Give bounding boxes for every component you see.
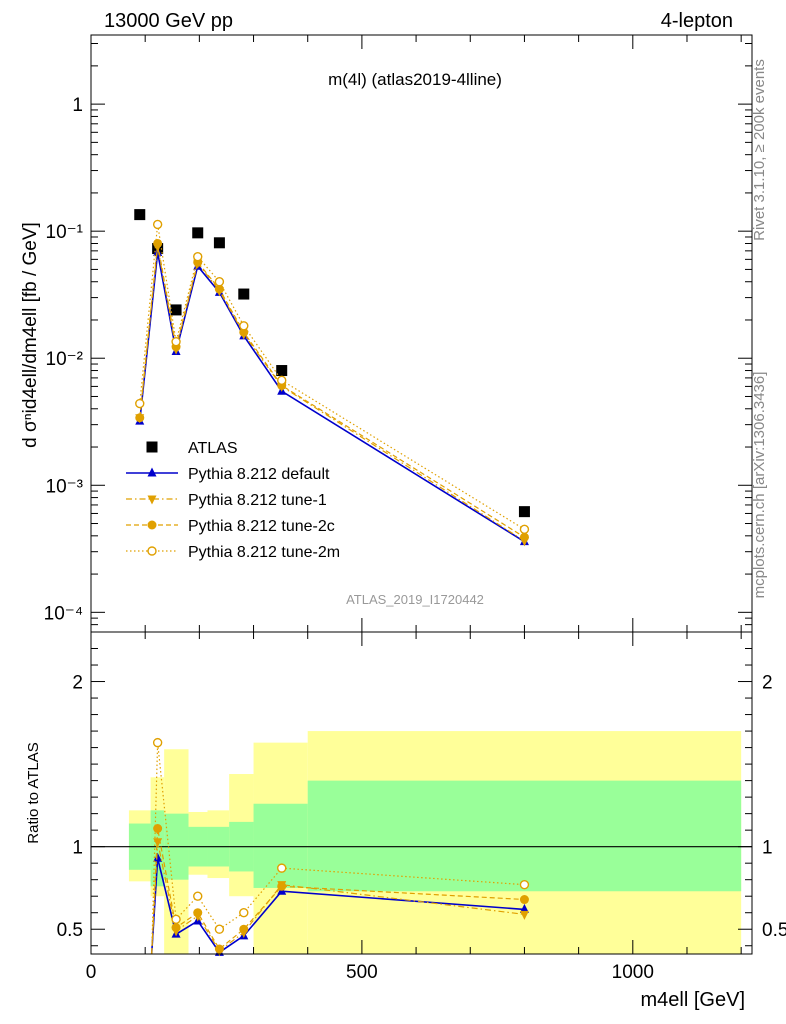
header-right: 4-lepton — [661, 10, 733, 32]
ratio-band-stat — [307, 780, 742, 892]
main-y-tick-label: 1 — [72, 95, 83, 116]
legend: ATLAS Pythia 8.212 default Pythia 8.212 tu… — [126, 440, 340, 561]
main-panel: 10⁻⁴ 10⁻³ 10⁻² 10⁻¹ 1 m(4l) (atlas2019-4llin… — [20, 34, 753, 633]
ratio-frame — [90, 631, 753, 955]
main-data-point — [134, 209, 146, 221]
main-title: m(4l) (atlas2019-4lline) — [328, 70, 502, 89]
ratio-data-point — [153, 852, 163, 862]
ratio-data-point — [214, 944, 224, 954]
main-data-point — [239, 327, 249, 337]
ratio-series-line — [151, 841, 525, 955]
main-data-point — [276, 365, 288, 377]
main-ylabel: d σⁿid4ell/dm4ell [fb / GeV] — [20, 222, 41, 448]
main-y-tick-label: 10⁻¹ — [46, 222, 84, 243]
main-data-point — [192, 227, 204, 239]
ratio-y-tick-label-left: 2 — [72, 673, 83, 694]
main-data-point — [135, 413, 145, 423]
ratio-ylabel: Ratio to ATLAS — [25, 742, 42, 843]
ratio-series-line — [151, 828, 525, 955]
ratio-data-point — [519, 903, 529, 913]
legend-marker — [147, 495, 157, 505]
main-data-point — [193, 251, 203, 262]
ratio-data-point — [171, 914, 181, 925]
main-data-point — [170, 304, 182, 316]
ratio-data-point — [277, 881, 287, 891]
main-data-point — [277, 375, 287, 386]
ratio-data-point — [153, 824, 163, 834]
legend-label: Pythia 8.212 tune-2m — [188, 544, 340, 561]
header-left: 13000 GeV pp — [104, 10, 233, 32]
main-data-point — [214, 277, 225, 287]
legend-marker — [146, 441, 158, 453]
ratio-data-point — [193, 908, 203, 918]
main-series-4 — [135, 219, 530, 535]
ratio-y-tick-label-right: 2 — [762, 673, 773, 694]
ratio-band-stat — [253, 803, 308, 888]
legend-marker — [147, 467, 157, 477]
legend-marker — [147, 520, 157, 530]
analysis-label: ATLAS_2019_I1720442 — [346, 592, 484, 607]
legend-label: Pythia 8.212 default — [188, 466, 330, 483]
ratio-data-point — [519, 879, 530, 890]
x-axis-label: m4ell [GeV] — [641, 989, 745, 1011]
ratio-data-point — [519, 910, 529, 920]
ratio-data-point — [277, 863, 287, 873]
main-y-tick-label: 10⁻⁴ — [44, 603, 83, 624]
main-data-point — [152, 219, 163, 230]
ratio-data-point — [171, 923, 181, 933]
legend-label: Pythia 8.212 tune-1 — [188, 492, 327, 509]
rivet-label: Rivet 3.1.10, ≥ 200k events — [751, 59, 768, 241]
main-data-point — [238, 288, 250, 300]
ratio-data-point — [519, 895, 529, 905]
ratio-series-line — [151, 742, 525, 955]
ratio-series-3 — [151, 737, 530, 955]
ratio-y-tick-label-right: 0.5 — [762, 920, 786, 941]
ratio-series-line — [150, 858, 525, 955]
legend-label: ATLAS — [188, 440, 238, 457]
mcplots-label: mcplots.cern.ch [arXiv:1306.3436] — [751, 372, 768, 599]
main-data-point — [135, 398, 145, 409]
main-series-line — [139, 224, 525, 530]
ratio-y-tick-label-left: 1 — [72, 838, 83, 859]
main-data-point — [518, 506, 530, 518]
ratio-y-tick-label-right: 1 — [762, 838, 773, 859]
main-series-line — [138, 252, 525, 543]
x-tick-label: 1000 — [612, 962, 654, 983]
main-frame — [90, 34, 753, 633]
ratio-panel: 0.5 0.5 1 1 2 2 0 500 1000 Ratio to ATLAS m4ell … — [25, 631, 786, 1011]
ratio-data-point — [193, 891, 203, 901]
ratio-data-point — [214, 924, 225, 934]
main-data-point — [213, 237, 225, 249]
main-data-point — [153, 238, 163, 248]
legend-marker — [147, 546, 157, 556]
main-data-point — [519, 524, 530, 535]
main-series-line — [139, 243, 525, 538]
ratio-series-2 — [151, 824, 529, 955]
x-tick-label: 500 — [346, 962, 378, 983]
main-data-point — [239, 321, 249, 331]
ratio-data-point — [152, 737, 163, 748]
ratio-y-tick-label-left: 0.5 — [57, 920, 83, 941]
ratio-data-point — [239, 924, 249, 934]
x-tick-label: 0 — [86, 962, 97, 983]
legend-label: Pythia 8.212 tune-2c — [188, 518, 335, 535]
main-data-point — [171, 336, 181, 347]
main-data-point — [519, 532, 529, 542]
main-y-tick-label: 10⁻³ — [46, 476, 84, 497]
main-y-tick-label: 10⁻² — [46, 349, 84, 370]
ratio-data-point — [239, 908, 249, 918]
